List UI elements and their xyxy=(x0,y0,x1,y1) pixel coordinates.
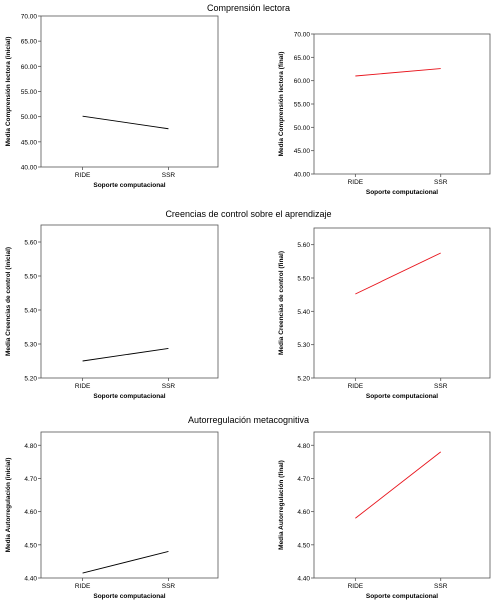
y-tick-label: 45.00 xyxy=(294,148,311,155)
x-axis-label: Soporte computacional xyxy=(93,393,165,400)
y-axis-label: Media Autorregulación (inicial) xyxy=(5,458,12,553)
series-line xyxy=(82,347,169,362)
y-tick-label: 4.80 xyxy=(297,443,310,450)
y-tick-label: 5.60 xyxy=(24,240,37,247)
y-tick-label: 60.00 xyxy=(294,78,311,85)
y-tick-label: 4.80 xyxy=(24,443,37,450)
y-tick-label: 4.60 xyxy=(297,509,310,516)
y-tick-label: 40.00 xyxy=(294,172,311,179)
y-tick-label: 50.00 xyxy=(294,125,311,132)
y-tick-label: 5.40 xyxy=(24,308,37,315)
series-line xyxy=(82,115,169,130)
section-title-comprension: Comprensión lectora xyxy=(206,3,291,13)
y-axis-label: Media Creencias de control (inicial) xyxy=(5,247,12,356)
x-axis-label: Soporte computacional xyxy=(93,182,165,189)
y-tick-label: 4.40 xyxy=(24,576,37,583)
plot-frame xyxy=(40,224,219,379)
y-tick-label: 55.00 xyxy=(21,89,38,96)
y-tick-label: 5.40 xyxy=(297,309,310,316)
plot-frame xyxy=(313,227,491,379)
chart-5: 4.40 4.50 4.60 4.70 4.80 RIDE SSR Soporte compu… xyxy=(5,431,219,600)
y-tick-label: 65.00 xyxy=(294,55,311,62)
x-tick-label-ride: RIDE xyxy=(75,172,91,179)
x-axis-label: Soporte computacional xyxy=(366,593,438,600)
series-line xyxy=(355,451,441,519)
y-tick-label: 55.00 xyxy=(294,102,311,109)
plot-frame xyxy=(313,33,491,175)
plot-frame xyxy=(40,15,219,168)
x-tick-label-ride: RIDE xyxy=(75,583,91,590)
chart-3: 5.20 5.30 5.40 5.50 5.60 RIDE SSR Soporte compu… xyxy=(5,224,219,400)
x-tick-label-ssr: SSR xyxy=(162,383,176,390)
y-tick-label: 5.30 xyxy=(24,342,37,349)
x-tick-label-ssr: SSR xyxy=(434,383,448,390)
y-tick-label: 4.70 xyxy=(24,476,37,483)
y-tick-label: 5.50 xyxy=(297,276,310,283)
y-tick-label: 4.50 xyxy=(297,542,310,549)
y-tick-label: 60.00 xyxy=(21,64,38,71)
y-tick-label: 70.00 xyxy=(294,32,311,39)
x-tick-label-ssr: SSR xyxy=(162,172,176,179)
y-tick-label: 4.40 xyxy=(297,576,310,583)
y-tick-label: 5.20 xyxy=(297,376,310,383)
x-tick-label-ssr: SSR xyxy=(434,179,448,186)
y-tick-label: 5.60 xyxy=(297,242,310,249)
x-tick-label-ride: RIDE xyxy=(348,583,364,590)
x-axis-label: Soporte computacional xyxy=(93,593,165,600)
x-tick-label-ssr: SSR xyxy=(162,583,176,590)
series-line xyxy=(82,551,169,574)
series-line xyxy=(355,68,441,77)
y-tick-label: 4.50 xyxy=(24,542,37,549)
series-line xyxy=(355,252,441,295)
x-tick-label-ssr: SSR xyxy=(434,583,448,590)
y-tick-label: 5.50 xyxy=(24,274,37,281)
x-axis-label: Soporte computacional xyxy=(366,393,438,400)
y-tick-label: 4.70 xyxy=(297,476,310,483)
y-axis-label: Media Autorregulación (final) xyxy=(278,460,285,550)
plot-frame xyxy=(313,431,491,579)
y-tick-label: 4.60 xyxy=(24,509,37,516)
x-axis-label: Soporte computacional xyxy=(366,189,438,196)
chart-6: 4.40 4.50 4.60 4.70 4.80 RIDE SSR Soporte compu… xyxy=(278,431,491,600)
section-title-creencias: Creencias de control sobre el aprendizaj… xyxy=(165,209,332,219)
x-tick-label-ride: RIDE xyxy=(348,179,364,186)
y-tick-label: 65.00 xyxy=(21,39,38,46)
plot-frame xyxy=(40,431,219,579)
y-tick-label: 5.30 xyxy=(297,342,310,349)
y-tick-label: 40.00 xyxy=(21,165,38,172)
y-axis-label: Media Comprensión lectora (final) xyxy=(278,52,285,157)
y-tick-label: 45.00 xyxy=(21,139,38,146)
y-axis-label: Media Comprensión lectora (inicial) xyxy=(5,37,12,147)
y-tick-label: 70.00 xyxy=(21,14,38,21)
x-tick-label-ride: RIDE xyxy=(348,383,364,390)
y-axis-label: Media Creencias de control (final) xyxy=(278,251,285,355)
y-tick-label: 5.20 xyxy=(24,376,37,383)
section-title-autorregulacion: Autorregulación metacognitiva xyxy=(187,415,310,425)
y-tick-label: 50.00 xyxy=(21,114,38,121)
chart-4: 5.20 5.30 5.40 5.50 5.60 RIDE SSR Soporte compu… xyxy=(278,227,491,400)
x-tick-label-ride: RIDE xyxy=(75,383,91,390)
